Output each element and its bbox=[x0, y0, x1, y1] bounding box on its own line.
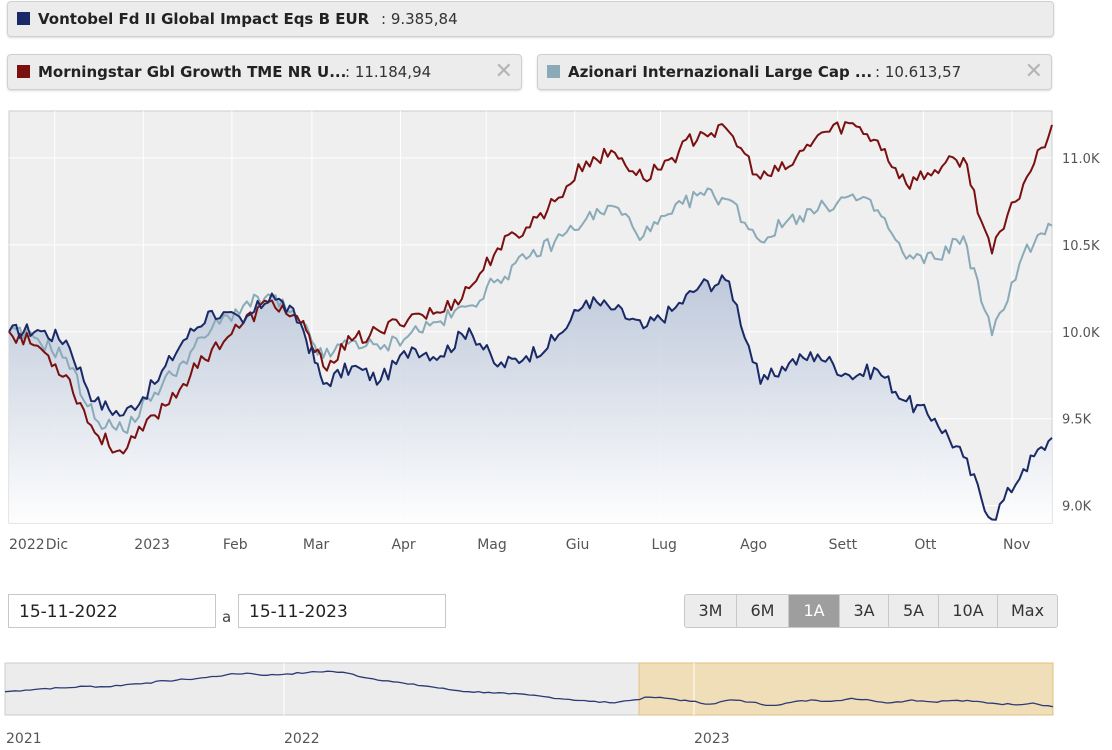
range-button-10a[interactable]: 10A bbox=[939, 595, 998, 627]
legend-series-value: : 11.184,94 bbox=[345, 63, 432, 81]
y-tick-label: 10.0K bbox=[1062, 326, 1100, 341]
navigator-x-label: 2022 bbox=[284, 731, 320, 747]
y-axis: 11.0K 10.5K 10.0K 9.5K 9.0K bbox=[1062, 152, 1100, 515]
legend-swatch bbox=[17, 65, 30, 78]
x-tick-label: Mag bbox=[477, 537, 507, 553]
navigator-grid bbox=[283, 663, 695, 715]
date-range-separator: a bbox=[222, 608, 232, 626]
date-from-input[interactable]: 15-11-2022 bbox=[8, 594, 216, 628]
series-line-0 bbox=[8, 274, 1053, 521]
range-button-5a[interactable]: 5A bbox=[889, 595, 939, 627]
navigator-chart[interactable]: 2021 2022 2023 bbox=[0, 655, 1112, 750]
x-tick-label: Sett bbox=[829, 537, 858, 553]
y-tick-label: 9.0K bbox=[1062, 500, 1092, 515]
close-icon[interactable]: ✕ bbox=[1024, 59, 1043, 84]
x-tick-label: Ott bbox=[914, 537, 937, 553]
x-tick-label: 2022 bbox=[9, 537, 45, 553]
date-to-input[interactable]: 15-11-2023 bbox=[238, 594, 446, 628]
navigator-x-axis: 2021 2022 2023 bbox=[6, 731, 730, 747]
x-tick-label: Mar bbox=[303, 537, 330, 553]
legend-item-benchmark: Morningstar Gbl Growth TME NR U... : 11.… bbox=[7, 54, 522, 90]
x-tick-label: Ago bbox=[740, 537, 767, 553]
range-button-max[interactable]: Max bbox=[1010, 601, 1045, 620]
legend-series-name: Azionari Internazionali Large Cap ... bbox=[568, 63, 873, 81]
range-button-3a[interactable]: 3A bbox=[840, 595, 889, 627]
series-lines bbox=[8, 121, 1053, 521]
series-line-1 bbox=[8, 121, 1053, 455]
legend-series-name: Vontobel Fd II Global Impact Eqs B EUR bbox=[38, 10, 370, 28]
x-tick-label: 2023 bbox=[134, 537, 170, 553]
x-tick-label: Nov bbox=[1003, 537, 1030, 553]
legend-swatch bbox=[17, 12, 30, 25]
x-tick-label: Apr bbox=[391, 537, 415, 553]
x-tick-label: Giu bbox=[566, 537, 590, 553]
legend-series-name: Morningstar Gbl Growth TME NR U... bbox=[38, 63, 347, 81]
legend-series-value: : 9.385,84 bbox=[381, 10, 458, 28]
range-button-3m[interactable]: 3M bbox=[685, 595, 737, 627]
y-tick-label: 11.0K bbox=[1062, 152, 1100, 167]
x-axis: 2022 Dic 2023 Feb Mar Apr Mag Giu Lug Ago Sett Ott N… bbox=[9, 537, 1030, 553]
y-tick-label: 9.5K bbox=[1062, 413, 1092, 428]
legend-item-primary: Vontobel Fd II Global Impact Eqs B EUR :… bbox=[7, 1, 1054, 37]
x-tick-label: Feb bbox=[223, 537, 248, 553]
series-line-2 bbox=[8, 187, 1053, 435]
navigator-x-label: 2021 bbox=[6, 731, 42, 747]
close-icon[interactable]: ✕ bbox=[494, 59, 513, 84]
navigator-selection[interactable] bbox=[638, 662, 1054, 716]
range-button-6m[interactable]: 6M bbox=[737, 595, 789, 627]
x-tick-label: Lug bbox=[652, 537, 677, 553]
series-area bbox=[9, 275, 1052, 523]
y-tick-label: 10.5K bbox=[1062, 239, 1100, 254]
range-button-1a[interactable]: 1A bbox=[789, 595, 840, 627]
x-tick-label: Dic bbox=[46, 537, 68, 553]
navigator-line bbox=[4, 670, 1054, 708]
navigator-x-label: 2023 bbox=[694, 731, 730, 747]
legend-series-value: : 10.613,57 bbox=[875, 63, 962, 81]
range-selector: 3M 6M 1A 3A 5A 10A Max bbox=[684, 594, 1058, 628]
series-area-fill bbox=[9, 275, 1052, 523]
performance-chart[interactable]: 11.0K 10.5K 10.0K 9.5K 9.0K 2022 Dic 2023 Feb Ma… bbox=[0, 0, 1112, 570]
legend-item-category: Azionari Internazionali Large Cap ... : … bbox=[537, 54, 1052, 90]
legend-swatch bbox=[547, 65, 560, 78]
